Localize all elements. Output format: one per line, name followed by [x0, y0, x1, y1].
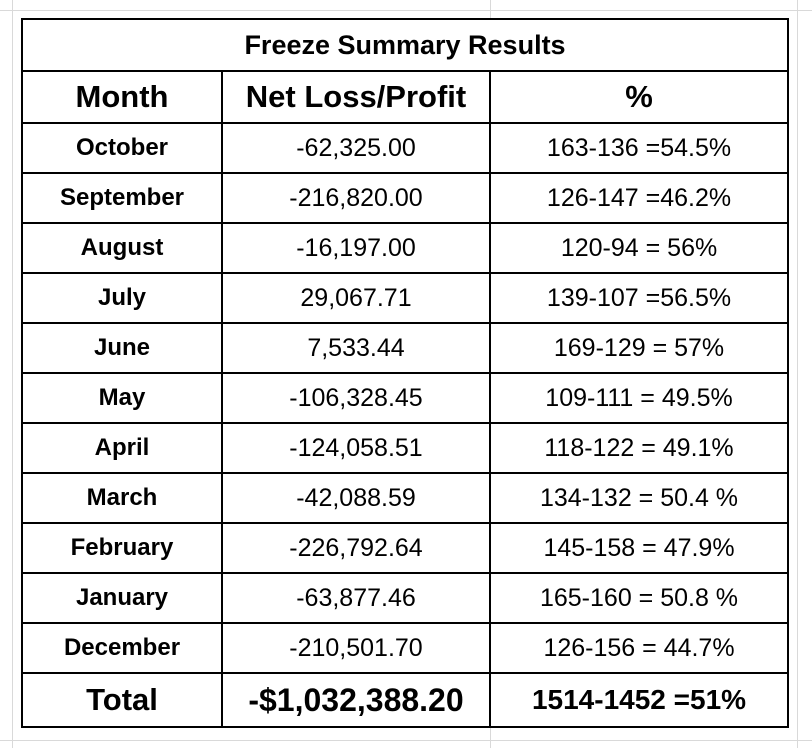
table-row: February -226,792.64 145-158 = 47.9% — [21, 522, 790, 574]
percent-cell[interactable]: 120-94 = 56% — [488, 222, 790, 274]
table-row: April -124,058.51 118-122 = 49.1% — [21, 422, 790, 474]
gridline — [797, 0, 798, 748]
total-net-cell[interactable]: -$1,032,388.20 — [221, 672, 491, 728]
month-cell[interactable]: March — [21, 472, 223, 524]
percent-cell[interactable]: 145-158 = 47.9% — [488, 522, 790, 574]
month-cell[interactable]: October — [21, 122, 223, 174]
percent-cell[interactable]: 169-129 = 57% — [488, 322, 790, 374]
net-cell[interactable]: -16,197.00 — [221, 222, 491, 274]
table-row: July 29,067.71 139-107 =56.5% — [21, 272, 790, 324]
table-row: January -63,877.46 165-160 = 50.8 % — [21, 572, 790, 624]
title-row: Freeze Summary Results — [20, 18, 790, 72]
table-row: September -216,820.00 126-147 =46.2% — [21, 172, 790, 224]
net-cell[interactable]: -124,058.51 — [221, 422, 491, 474]
percent-cell[interactable]: 134-132 = 50.4 % — [488, 472, 790, 524]
month-cell[interactable]: June — [21, 322, 223, 374]
total-row: Total -$1,032,388.20 1514-1452 =51% — [21, 672, 790, 728]
month-cell[interactable]: September — [21, 172, 223, 224]
net-cell[interactable]: -42,088.59 — [221, 472, 491, 524]
header-net-loss-profit[interactable]: Net Loss/Profit — [221, 70, 491, 124]
month-cell[interactable]: December — [21, 622, 223, 674]
percent-cell[interactable]: 126-147 =46.2% — [488, 172, 790, 224]
month-cell[interactable]: April — [21, 422, 223, 474]
percent-cell[interactable]: 165-160 = 50.8 % — [488, 572, 790, 624]
table-row: May -106,328.45 109-111 = 49.5% — [21, 372, 790, 424]
net-cell[interactable]: -216,820.00 — [221, 172, 491, 224]
gridline — [0, 740, 812, 741]
percent-cell[interactable]: 118-122 = 49.1% — [488, 422, 790, 474]
net-cell[interactable]: 29,067.71 — [221, 272, 491, 324]
month-cell[interactable]: January — [21, 572, 223, 624]
net-cell[interactable]: -63,877.46 — [221, 572, 491, 624]
net-cell[interactable]: 7,533.44 — [221, 322, 491, 374]
table-row: June 7,533.44 169-129 = 57% — [21, 322, 790, 374]
month-cell[interactable]: August — [21, 222, 223, 274]
header-month[interactable]: Month — [21, 70, 223, 124]
gridline — [0, 10, 812, 11]
total-label[interactable]: Total — [21, 672, 223, 728]
table-row: December -210,501.70 126-156 = 44.7% — [21, 622, 790, 674]
month-cell[interactable]: July — [21, 272, 223, 324]
net-cell[interactable]: -62,325.00 — [221, 122, 491, 174]
percent-cell[interactable]: 139-107 =56.5% — [488, 272, 790, 324]
percent-cell[interactable]: 163-136 =54.5% — [488, 122, 790, 174]
table-title[interactable]: Freeze Summary Results — [20, 18, 790, 72]
gridline — [12, 0, 13, 748]
table-row: March -42,088.59 134-132 = 50.4 % — [21, 472, 790, 524]
percent-cell[interactable]: 109-111 = 49.5% — [488, 372, 790, 424]
month-cell[interactable]: February — [21, 522, 223, 574]
month-cell[interactable]: May — [21, 372, 223, 424]
net-cell[interactable]: -226,792.64 — [221, 522, 491, 574]
percent-cell[interactable]: 126-156 = 44.7% — [488, 622, 790, 674]
header-row: Month Net Loss/Profit % — [21, 70, 790, 124]
freeze-summary-table: Freeze Summary Results Month Net Loss/Pr… — [20, 18, 790, 728]
total-percent-cell[interactable]: 1514-1452 =51% — [488, 672, 790, 728]
header-percent[interactable]: % — [488, 70, 790, 124]
net-cell[interactable]: -210,501.70 — [221, 622, 491, 674]
table-row: August -16,197.00 120-94 = 56% — [21, 222, 790, 274]
table-row: October -62,325.00 163-136 =54.5% — [21, 122, 790, 174]
net-cell[interactable]: -106,328.45 — [221, 372, 491, 424]
